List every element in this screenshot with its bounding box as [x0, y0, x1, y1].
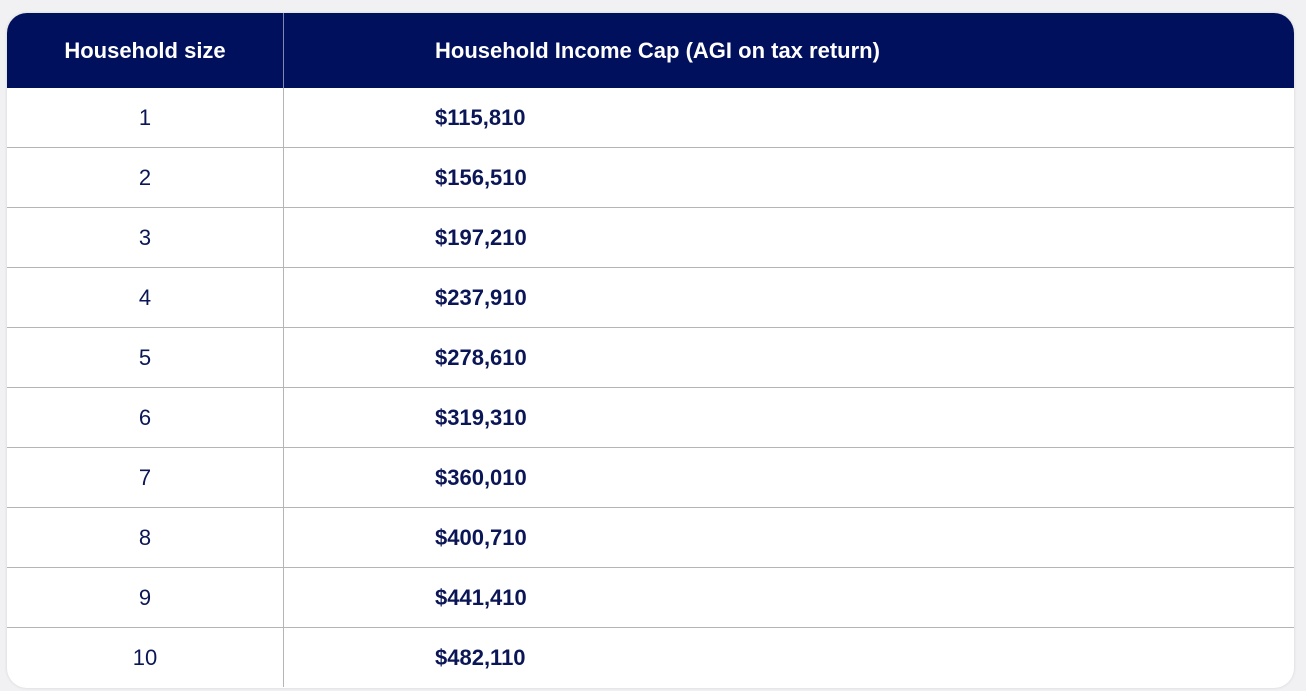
table-row: 2 $156,510 — [7, 147, 1294, 208]
table-body: 1 $115,810 2 $156,510 3 $197,210 4 $237,910 5 $27… — [7, 88, 1294, 687]
table-row: 4 $237,910 — [7, 267, 1294, 328]
income-cap-cell: $197,210 — [283, 207, 1294, 268]
header-cell: Household size — [7, 13, 284, 88]
income-table: Household size Household Income Cap (AGI … — [7, 13, 1294, 687]
table-head: Household size Household Income Cap (AGI … — [7, 13, 1294, 88]
income-cap-cell: $278,610 — [283, 327, 1294, 388]
household-size-cell: 3 — [7, 207, 284, 268]
table-row: 9 $441,410 — [7, 567, 1294, 628]
header-cell: Household Income Cap (AGI on tax return) — [283, 13, 1294, 88]
income-cap-cell: $237,910 — [283, 267, 1294, 328]
household-size-cell: 6 — [7, 387, 284, 448]
household-size-cell: 10 — [7, 627, 284, 687]
table-row: 5 $278,610 — [7, 327, 1294, 388]
table-row: 6 $319,310 — [7, 387, 1294, 448]
income-cap-cell: $441,410 — [283, 567, 1294, 628]
table-row: 3 $197,210 — [7, 207, 1294, 268]
income-cap-cell: $115,810 — [435, 104, 526, 130]
table-row: 7 $360,010 — [7, 447, 1294, 508]
household-size-cell: 7 — [7, 447, 284, 508]
income-cap-cell: $482,110 — [283, 627, 1294, 687]
header-row: Household size Household Income Cap (AGI … — [7, 13, 1294, 88]
household-size-cell: 9 — [7, 567, 284, 628]
table-row: 1 $115,810 — [7, 88, 1294, 148]
table-row: 10 $482,110 — [7, 627, 1294, 687]
income-cap-cell: $400,710 — [283, 507, 1294, 568]
household-size-cell: 1 — [7, 88, 284, 148]
household-size-cell: 4 — [7, 267, 284, 328]
household-size-cell: 2 — [7, 147, 284, 208]
table-row: 8 $400,710 — [7, 507, 1294, 568]
income-cap-cell: $319,310 — [283, 387, 1294, 448]
income-cap-cell: $156,510 — [283, 147, 1294, 208]
household-size-cell: 8 — [7, 507, 284, 568]
household-size-cell: 5 — [7, 327, 284, 388]
income-cap-cell: $360,010 — [283, 447, 1294, 508]
table-card: Household size Household Income Cap (AGI … — [7, 13, 1294, 688]
